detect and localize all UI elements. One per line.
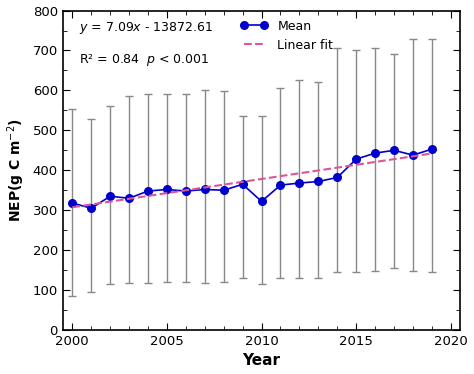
Mean	[259, 199, 264, 204]
Y-axis label: NEP(g C m$^{-2}$): NEP(g C m$^{-2}$)	[6, 119, 27, 222]
Legend: Mean, Linear fit: Mean, Linear fit	[240, 20, 333, 52]
Mean	[88, 206, 94, 211]
Mean	[107, 194, 113, 199]
Mean	[316, 179, 321, 184]
Mean	[335, 175, 340, 180]
Mean	[372, 151, 378, 155]
Mean	[145, 189, 151, 193]
Mean	[183, 189, 189, 193]
Line: Mean: Mean	[68, 145, 436, 212]
Mean	[240, 182, 246, 187]
Mean	[70, 201, 75, 205]
Mean	[221, 188, 227, 193]
Mean	[391, 148, 397, 153]
X-axis label: Year: Year	[243, 353, 281, 368]
Mean	[278, 183, 283, 187]
Text: $y$ = 7.09$x$ - 13872.61: $y$ = 7.09$x$ - 13872.61	[79, 20, 213, 36]
Mean	[429, 147, 435, 151]
Mean	[410, 153, 416, 157]
Mean	[202, 187, 208, 192]
Mean	[353, 157, 359, 161]
Mean	[164, 187, 170, 192]
Text: R² = 0.84  $p$ < 0.001: R² = 0.84 $p$ < 0.001	[79, 52, 209, 68]
Mean	[126, 196, 132, 200]
Mean	[297, 181, 302, 185]
